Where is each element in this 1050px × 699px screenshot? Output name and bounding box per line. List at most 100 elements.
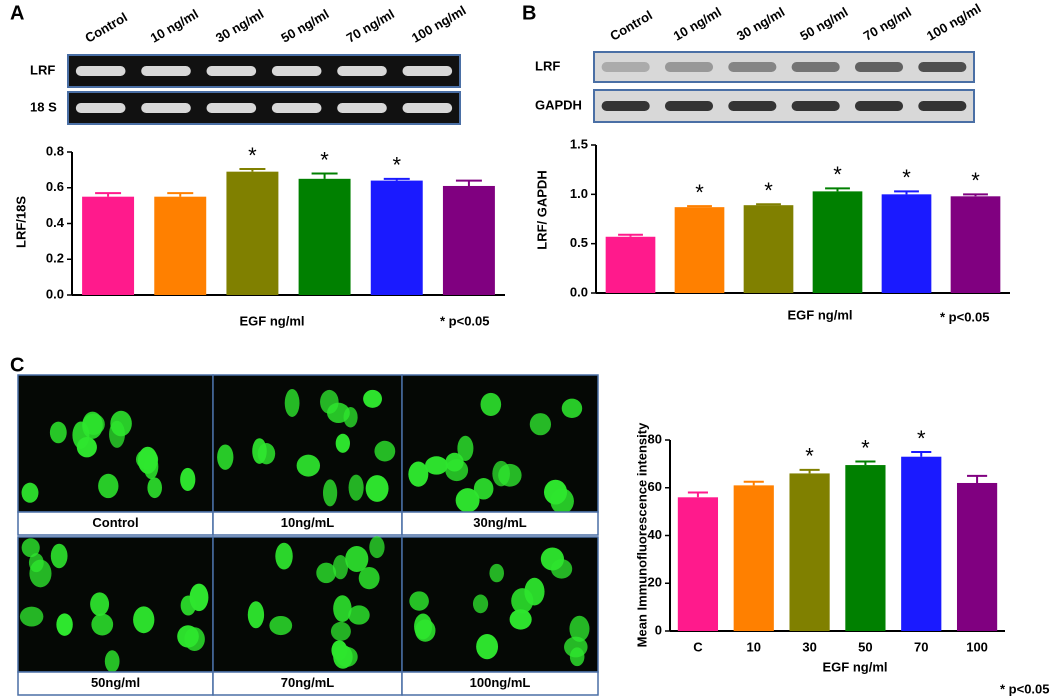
nucleus	[333, 595, 352, 622]
nucleus	[524, 577, 545, 606]
bar	[370, 180, 423, 295]
nucleus	[480, 392, 502, 417]
nucleus	[408, 461, 429, 487]
nucleus	[374, 440, 396, 462]
gel-band	[728, 101, 777, 111]
nucleus	[180, 467, 196, 492]
y-tick-label: 0.5	[570, 235, 588, 250]
lane-label: 100 ng/ml	[924, 1, 983, 44]
nucleus	[217, 444, 234, 470]
nucleus	[104, 650, 120, 673]
bar	[812, 191, 863, 293]
bar	[950, 196, 1001, 293]
y-tick-label: 1.5	[570, 136, 588, 151]
error-bar	[894, 190, 919, 195]
bar	[845, 465, 886, 631]
gel-band	[75, 103, 126, 113]
nucleus	[137, 446, 158, 474]
significance-marker: *	[861, 435, 870, 460]
nucleus	[365, 475, 389, 502]
gel-band	[141, 66, 191, 76]
lane-label: 30 ng/ml	[734, 4, 787, 43]
lane-label: 10 ng/ml	[148, 6, 201, 45]
significance-marker: *	[917, 426, 926, 451]
y-tick-label: 20	[648, 575, 662, 590]
note: * p<0.05	[1000, 681, 1050, 696]
note: * p<0.05	[440, 313, 490, 328]
nucleus	[29, 559, 52, 588]
gel-band	[854, 62, 904, 72]
bar	[674, 207, 725, 293]
y-tick-label: 80	[648, 431, 662, 446]
nucleus	[333, 644, 353, 669]
nucleus	[296, 454, 321, 477]
nucleus	[358, 566, 380, 590]
significance-marker: *	[392, 153, 401, 178]
lane-label: Control	[82, 9, 130, 45]
nucleus	[327, 402, 350, 424]
error-bar	[687, 205, 712, 208]
x-axis-label: EGF ng/ml	[240, 313, 305, 328]
lane-label: 100 ng/ml	[409, 3, 468, 46]
panel-label: B	[522, 2, 536, 24]
gel-row-label: 18 S	[30, 99, 57, 114]
gel-band	[206, 103, 257, 113]
error-bar	[825, 187, 850, 192]
panel-label: C	[10, 354, 24, 376]
image-caption: 10ng/mL	[281, 515, 335, 530]
nucleus	[492, 460, 510, 487]
nucleus	[56, 613, 73, 636]
x-tick-label: 100	[966, 639, 988, 654]
y-tick-label: 0.0	[570, 284, 588, 299]
y-tick-label: 0.2	[46, 251, 64, 266]
y-tick-label: 0.0	[46, 286, 64, 301]
bar	[82, 196, 135, 295]
significance-marker: *	[695, 180, 704, 205]
gel-band	[271, 103, 322, 113]
y-tick-label: 0.4	[46, 215, 65, 230]
gel-band	[791, 62, 840, 72]
significance-marker: *	[764, 178, 773, 203]
gel-image	[67, 54, 461, 88]
error-bar	[618, 233, 643, 237]
lane-label: 50 ng/ml	[797, 4, 850, 43]
nucleus	[335, 433, 350, 453]
y-axis-label: Mean Immunofluorescence intensity	[634, 422, 649, 647]
gel-band	[601, 101, 650, 111]
image-caption: 100ng/mL	[470, 675, 531, 690]
nucleus	[269, 615, 293, 636]
bar	[789, 473, 830, 631]
nucleus	[476, 633, 499, 660]
gel-band	[402, 103, 453, 113]
error-bar	[239, 167, 266, 172]
lane-label: 10 ng/ml	[671, 4, 724, 43]
gel-band	[601, 62, 650, 72]
gel-row-label: LRF	[30, 62, 55, 77]
gel-band	[141, 103, 191, 113]
error-bar	[756, 203, 781, 206]
gel-image	[67, 91, 461, 125]
nucleus	[82, 411, 103, 439]
gel-band	[664, 62, 714, 72]
image-caption: 30ng/mL	[473, 515, 527, 530]
significance-marker: *	[902, 165, 911, 190]
bar	[956, 482, 998, 631]
error-bar	[687, 491, 708, 498]
gel-band	[664, 101, 714, 111]
nucleus	[348, 605, 370, 625]
lane-label: 70 ng/ml	[861, 4, 914, 43]
bar	[605, 236, 656, 293]
nucleus	[409, 591, 429, 611]
x-tick-label: 70	[914, 639, 928, 654]
note: * p<0.05	[940, 309, 990, 324]
nucleus	[316, 562, 337, 584]
nucleus	[529, 413, 552, 436]
y-tick-label: 0	[655, 622, 662, 637]
image-caption-bg	[401, 671, 599, 696]
error-bar	[963, 193, 988, 197]
error-bar	[799, 468, 820, 474]
x-tick-label: 50	[858, 639, 872, 654]
error-bar	[855, 460, 876, 466]
nucleus	[425, 456, 448, 475]
error-bar	[743, 480, 764, 486]
